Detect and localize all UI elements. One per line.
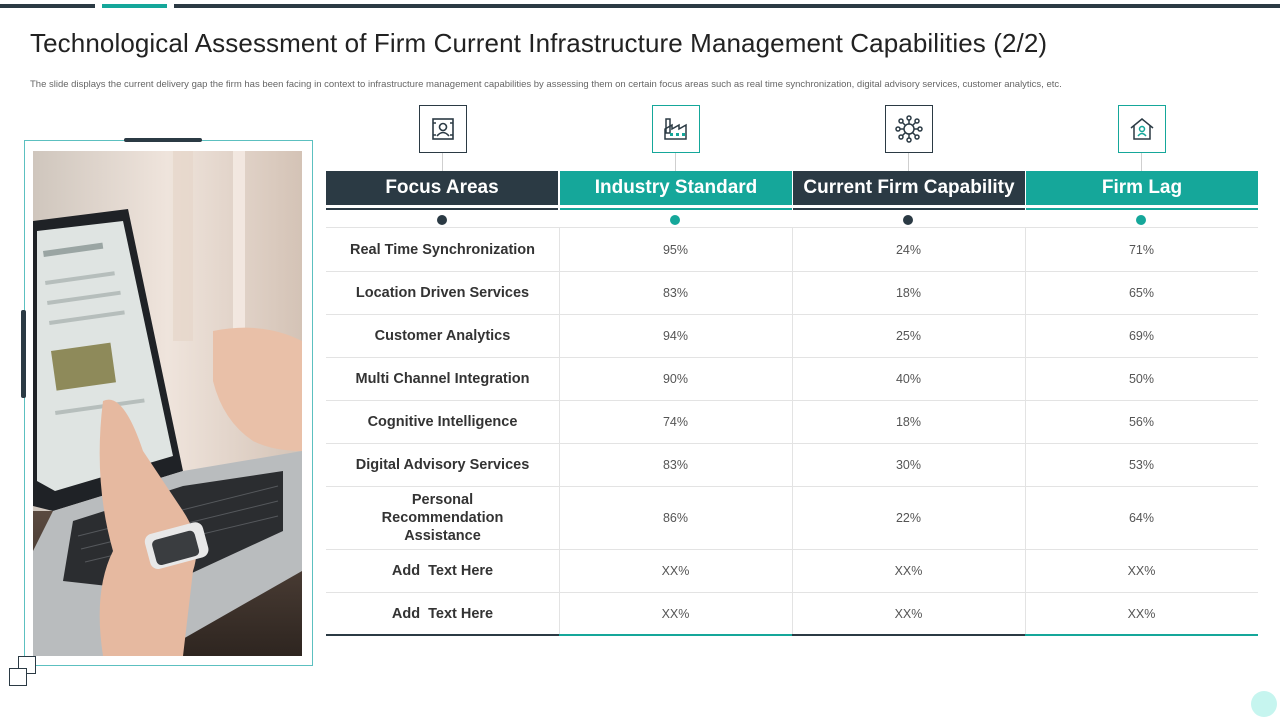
cell-firm-lag: XX% [1127, 607, 1156, 621]
row-label: Real Time Synchronization [349, 241, 536, 258]
header-dot [437, 215, 447, 225]
home-user-icon [1118, 105, 1166, 153]
row-label: Add Text Here [391, 606, 494, 622]
cell-firm-lag: XX% [1127, 564, 1156, 578]
icon-connector [442, 153, 443, 171]
portrait-frame-icon [419, 105, 467, 153]
decor-square [9, 668, 27, 686]
top-bar-segment [0, 4, 95, 8]
row-label: Digital Advisory Services [355, 457, 530, 473]
cell-current-capability: 24% [895, 242, 922, 257]
cell-firm-lag: 64% [1128, 511, 1155, 525]
cell-firm-lag: 50% [1128, 372, 1155, 386]
column-divider [1025, 227, 1026, 636]
header-underline [1026, 208, 1258, 210]
top-bar-segment [174, 4, 1280, 8]
cell-firm-lag: 65% [1128, 286, 1155, 300]
header-dot [1136, 215, 1146, 225]
slide-title: Technological Assessment of Firm Current… [30, 28, 1048, 58]
decor-circle [1251, 691, 1277, 717]
icon-connector [675, 153, 676, 171]
cell-industry-standard: 90% [662, 372, 689, 386]
header-current-firm-capability: Current Firm Capability [793, 171, 1025, 205]
header-underline [793, 208, 1025, 210]
cell-current-capability: 18% [895, 415, 922, 429]
slide-subtitle: The slide displays the current delivery … [30, 79, 1062, 90]
cell-firm-lag: 53% [1128, 458, 1155, 472]
row-label: Personal Recommendation Assistance [381, 492, 504, 544]
factory-icon [652, 105, 700, 153]
row-label: Cognitive Intelligence [367, 414, 518, 430]
laptop-typing-photo [33, 151, 302, 656]
header-dot [903, 215, 913, 225]
cell-firm-lag: 56% [1128, 415, 1155, 429]
cell-current-capability: 30% [895, 458, 922, 472]
header-dot [670, 215, 680, 225]
cell-industry-standard: 86% [662, 511, 689, 525]
frame-tab [124, 138, 202, 142]
table-bottom-border [1025, 634, 1258, 636]
header-focus-areas: Focus Areas [326, 171, 558, 205]
row-label: Location Driven Services [355, 285, 530, 301]
top-bar-accent [102, 4, 167, 8]
column-divider [559, 227, 560, 636]
cell-firm-lag: 69% [1128, 329, 1155, 343]
cell-current-capability: XX% [894, 607, 923, 621]
cell-industry-standard: XX% [661, 564, 690, 578]
row-label: Multi Channel Integration [355, 371, 530, 387]
header-underline [326, 208, 558, 210]
row-label: Add Text Here [391, 563, 494, 579]
table-bottom-border [326, 634, 559, 636]
cell-current-capability: 25% [895, 329, 922, 343]
cell-current-capability: XX% [894, 564, 923, 578]
cell-industry-standard: 83% [662, 458, 689, 472]
cell-firm-lag: 71% [1128, 242, 1155, 257]
table-bottom-border [792, 634, 1025, 636]
header-firm-lag: Firm Lag [1026, 171, 1258, 205]
header-underline [560, 208, 792, 210]
network-icon [885, 105, 933, 153]
table-bottom-border [559, 634, 792, 636]
column-divider [792, 227, 793, 636]
cell-industry-standard: 83% [662, 286, 689, 300]
cell-industry-standard: 74% [662, 415, 689, 429]
cell-current-capability: 40% [895, 372, 922, 386]
row-label: Customer Analytics [374, 328, 511, 344]
side-accent-bar [21, 310, 26, 398]
cell-current-capability: 22% [895, 511, 922, 525]
cell-industry-standard: 95% [662, 242, 689, 257]
cell-industry-standard: XX% [661, 607, 690, 621]
icon-connector [908, 153, 909, 171]
icon-connector [1141, 153, 1142, 171]
cell-current-capability: 18% [895, 286, 922, 300]
header-industry-standard: Industry Standard [560, 171, 792, 205]
cell-industry-standard: 94% [662, 329, 689, 343]
